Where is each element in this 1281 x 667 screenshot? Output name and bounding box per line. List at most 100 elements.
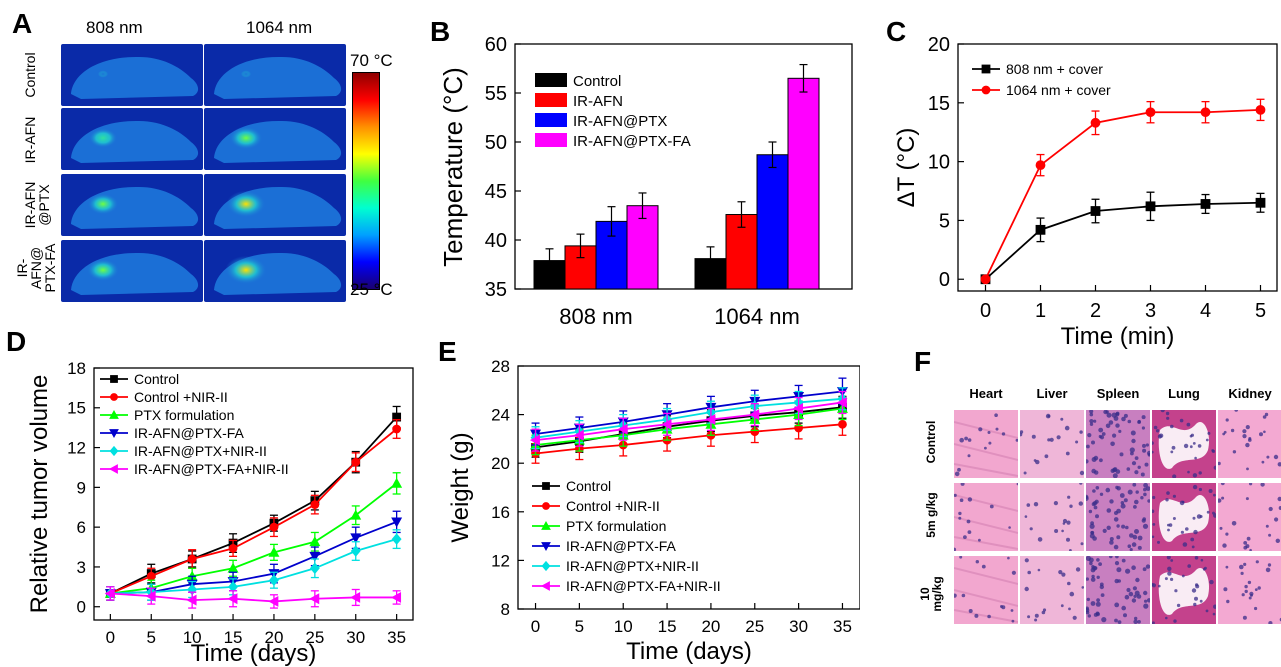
tissue-section-icon	[1024, 481, 1084, 552]
thermal-image-ir-afn-ptx-808-nm	[61, 174, 203, 236]
histology-image-kidney-5m-g-kg	[1217, 481, 1281, 552]
y-tick-label: 55	[485, 83, 507, 105]
plot-frame	[93, 367, 414, 621]
thermal-image-ir-afn-ptx-1064-nm	[204, 174, 346, 236]
legend-entry-ir-afn-ptx-fa-nir-ii: IR-AFN@PTX-FA+NIR-II	[134, 461, 289, 477]
series-line-808-nm-cover	[984, 201, 1261, 280]
legend-marker	[109, 409, 119, 419]
x-tick-label: 30	[346, 628, 365, 647]
legend-entry-ptx-formulation: PTX formulation	[134, 407, 234, 423]
legend-swatch	[535, 73, 567, 87]
y-tick-label: 20	[928, 34, 950, 56]
data-point-ir-afn-ptx-fa-nir-ii	[573, 429, 584, 441]
y-tick-label: 5	[939, 210, 950, 232]
legend-marker	[541, 542, 551, 552]
data-point-ir-afn-ptx-fa-nir-ii	[104, 587, 115, 599]
y-axis-label: Relative tumor volume	[26, 375, 53, 614]
thermal-row-label-ir-afn-ptx-fa: IR- AFN@ PTX-FA	[14, 243, 58, 293]
legend-marker	[110, 393, 118, 401]
y-tick-label: 24	[491, 406, 510, 425]
panel-e: E 8 12 16 20 24 28 0 5 10 15 20 25 30 35 Time (days) We…	[420, 320, 860, 667]
mouse-thermal-icon	[204, 240, 346, 302]
plot-frame	[514, 43, 853, 290]
data-point-control-nir-ii	[838, 419, 847, 429]
y-axis-label: Weight (g)	[447, 432, 474, 542]
thermal-image-control-1064-nm	[204, 44, 346, 106]
color-scale-bar	[352, 72, 380, 290]
mouse-thermal-icon	[204, 44, 346, 106]
panel-f: F Heart Liver Spleen Lung Kidney Control 5m g…	[900, 340, 1281, 667]
y-tick-label: 12	[67, 439, 86, 458]
x-tick-label: 4	[1200, 300, 1211, 322]
data-point-ir-afn-ptx-fa	[391, 517, 403, 528]
y-axis-label: ΔT (°C)	[893, 128, 920, 208]
plot-frame	[517, 365, 860, 610]
histology-image-lung-10-mg-kg	[1150, 555, 1218, 625]
tumor-volume-line-chart: 0 3 6 9 12 15 18 0 5 10 15 20 25 30 35 Time (days) Relat…	[26, 359, 414, 667]
body-weight-line-chart: 8 12 16 20 24 28 0 5 10 15 20 25 30 35 Time (days) Weig…	[447, 357, 860, 665]
data-point-ir-afn-ptx-fa-nir-ii	[268, 595, 279, 607]
thermal-image-ir-afn-ptx-fa-808-nm	[61, 240, 203, 302]
x-tick-label: 25	[745, 617, 764, 636]
y-tick-label: 50	[485, 132, 507, 154]
y-tick-label: 35	[485, 279, 507, 301]
histology-column-label-spleen: Spleen	[1096, 386, 1140, 401]
histology-row-label-10-mg-kg: 10 mg/kg	[918, 576, 944, 612]
mouse-thermal-icon	[204, 174, 346, 236]
x-category-label: 1064 nm	[714, 304, 800, 329]
tissue-section-icon	[1217, 481, 1281, 552]
x-tick-label: 5	[575, 617, 584, 636]
x-tick-label: 10	[183, 628, 202, 647]
histology-image-lung-5m-g-kg	[1150, 483, 1218, 551]
histology-image-spleen-10-mg-kg	[1084, 554, 1152, 624]
tissue-section-icon	[1083, 482, 1151, 552]
histology-image-kidney-10-mg-kg	[1218, 556, 1281, 626]
y-tick-label: 40	[485, 230, 507, 252]
data-point-ir-afn-ptx-nir-ii	[269, 574, 279, 587]
data-point-1064-nm-cover	[1145, 107, 1156, 118]
legend-marker	[541, 560, 551, 572]
y-tick-label: 6	[77, 518, 86, 537]
panel-c: C 0 5 10 15 20 0 1 2 3 4 5 Time (min) ΔT (°C) 808 nm …	[870, 0, 1281, 355]
data-point-control-nir-ii	[228, 543, 238, 553]
y-tick-label: 0	[77, 598, 86, 617]
y-tick-label: 9	[77, 478, 86, 497]
y-tick-label: 16	[491, 503, 510, 522]
legend-swatch	[535, 113, 567, 127]
data-point-ir-afn-ptx-fa-nir-ii	[792, 403, 804, 414]
x-tick-label: 20	[701, 617, 720, 636]
data-point-ir-afn-ptx-fa-nir-ii	[705, 413, 716, 425]
legend-entry-control: Control	[134, 371, 179, 387]
legend-entry-ir-afn: IR-AFN	[573, 93, 623, 110]
thermal-image-ir-afn-808-nm	[61, 108, 203, 170]
y-tick-label: 15	[67, 399, 86, 418]
plot-frame	[957, 43, 1278, 292]
histology-row-label-control: Control	[924, 420, 938, 464]
panel-a: A 808 nm 1064 nm Control IR-AFN IR-AFN @PT…	[0, 0, 420, 320]
panel-a-label: A	[12, 8, 33, 39]
series-line-ptx-formulation	[535, 407, 843, 446]
histology-image-liver-10-mg-kg	[1020, 556, 1085, 624]
legend-marker	[109, 445, 119, 457]
tissue-section-icon	[1018, 413, 1085, 476]
y-tick-label: 45	[485, 181, 507, 203]
thermal-image-control-808-nm	[61, 44, 203, 106]
tissue-section-icon	[952, 555, 1019, 623]
data-point-ir-afn-ptx-fa-nir-ii	[391, 591, 402, 603]
legend-marker	[542, 502, 550, 510]
series-line-1064-nm-cover	[984, 108, 1261, 280]
y-tick-label: 20	[491, 454, 510, 473]
tissue-section-icon	[953, 413, 1019, 477]
data-point-ir-afn-ptx-fa-nir-ii	[227, 593, 238, 605]
x-tick-label: 0	[980, 300, 991, 322]
series-line-ptx-formulation	[110, 482, 398, 595]
x-tick-label: 5	[147, 628, 156, 647]
panel-b-label: B	[430, 16, 451, 47]
x-axis-label: Time (days)	[626, 638, 752, 665]
tissue-section-icon	[1217, 408, 1281, 471]
y-tick-label: 15	[928, 93, 950, 115]
y-tick-label: 8	[501, 600, 510, 619]
legend-entry-control: Control	[566, 478, 611, 494]
mouse-thermal-icon	[61, 44, 203, 106]
tissue-section-icon	[952, 481, 1020, 552]
